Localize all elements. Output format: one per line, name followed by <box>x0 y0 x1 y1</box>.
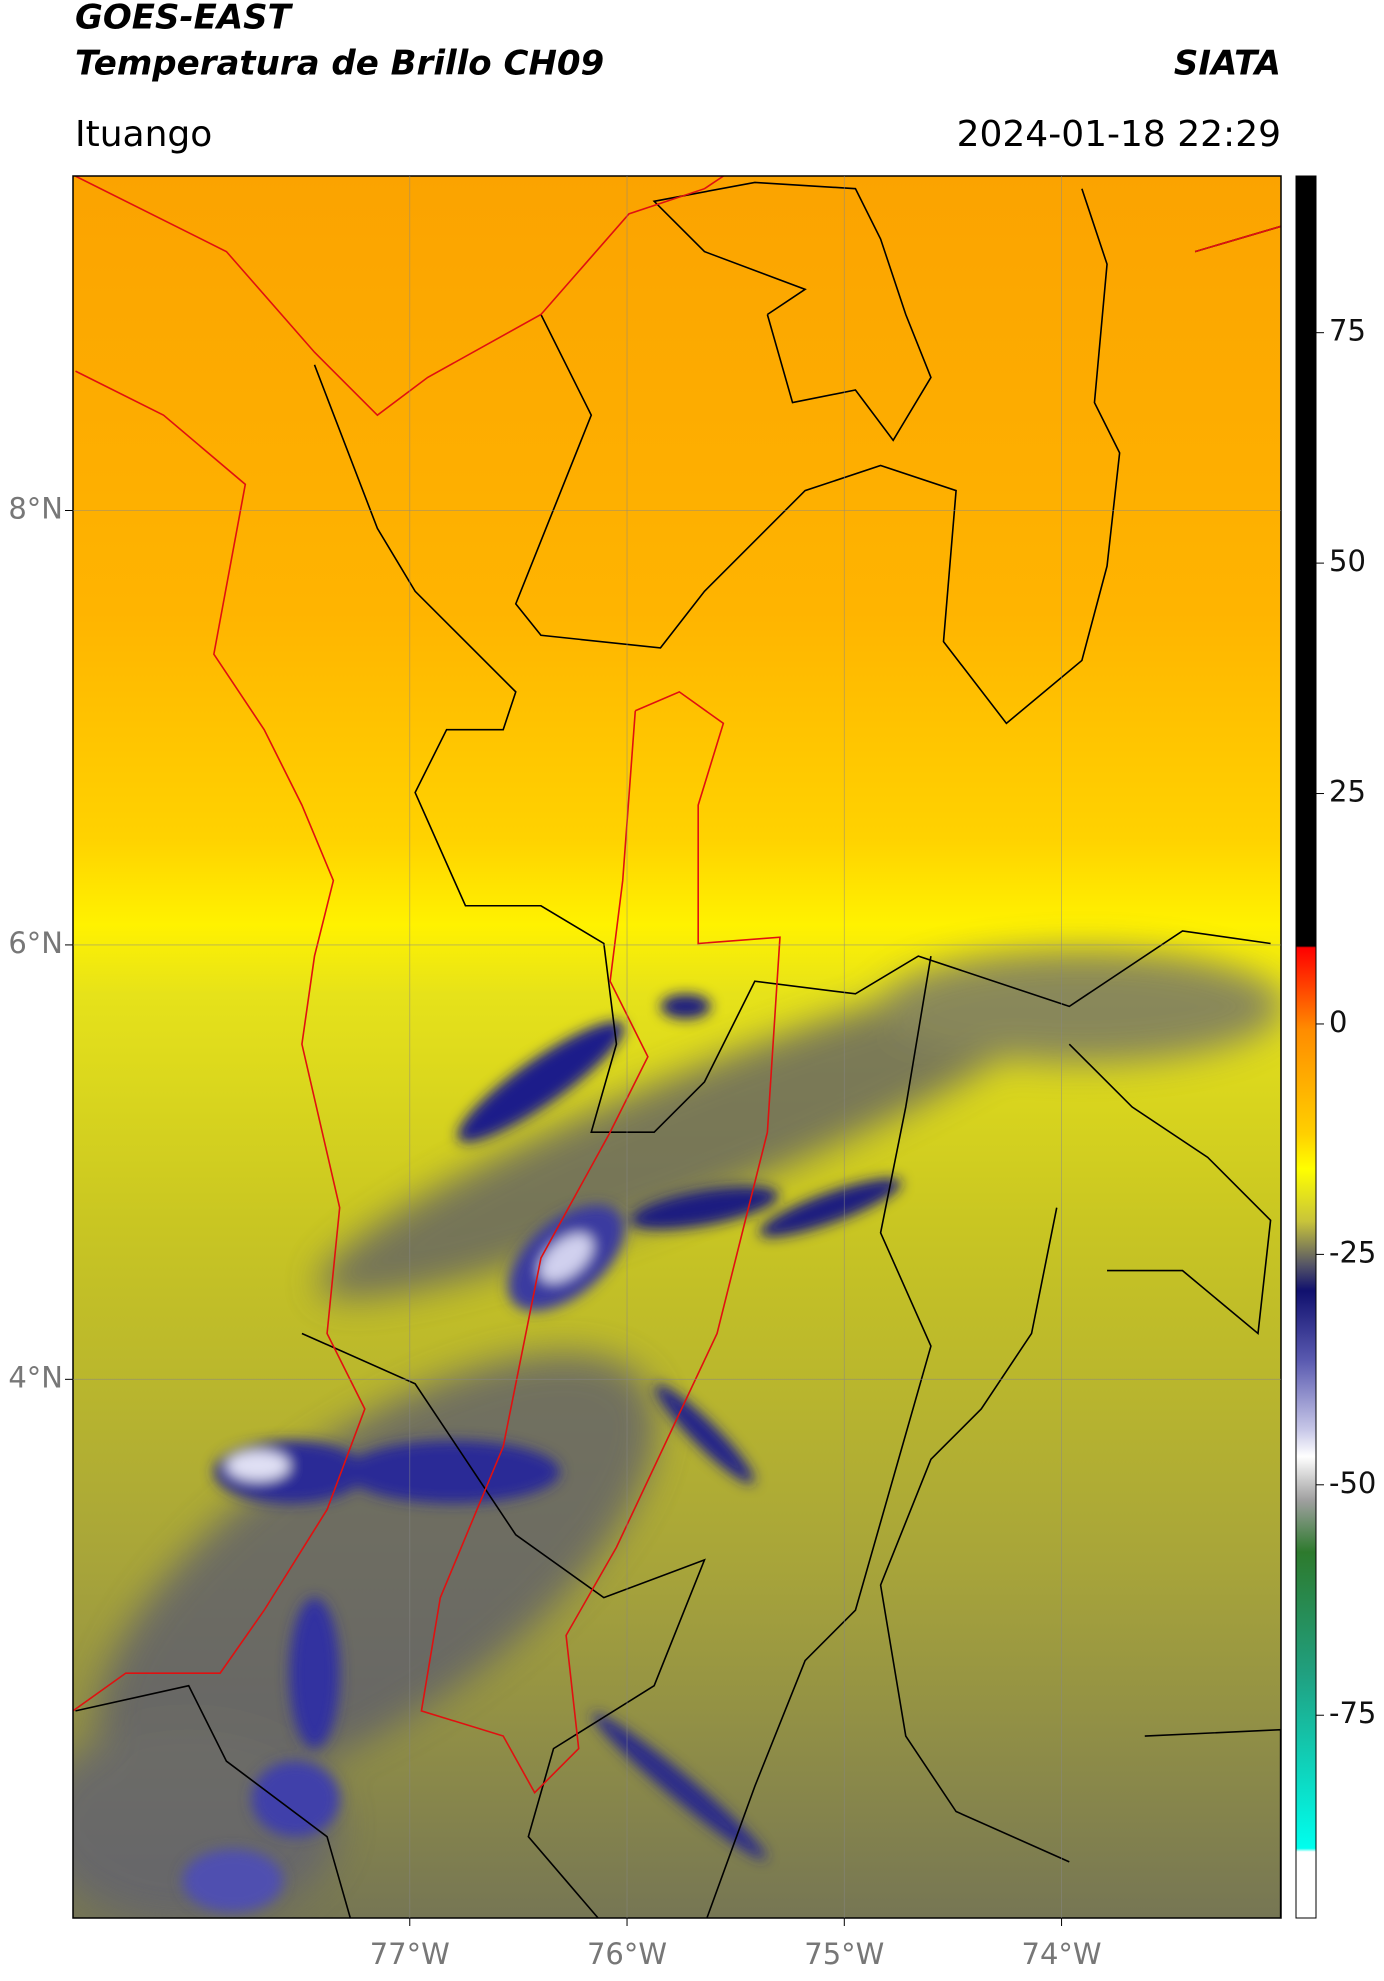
x-tick-label: 76°W <box>587 1937 667 1971</box>
map-frame <box>72 175 1282 1919</box>
y-tick-label: 4°N <box>8 1360 63 1394</box>
colorbar-label: 50 <box>1329 544 1366 578</box>
y-tick-label: 8°N <box>8 491 63 525</box>
colorbar <box>1295 175 1317 1919</box>
location: Ituango <box>75 114 212 155</box>
datetime: 2024-01-18 22:29 <box>957 114 1281 155</box>
colorbar-label: 0 <box>1329 1005 1347 1039</box>
subtitle: Temperatura de Brillo CH09 <box>75 44 604 84</box>
colorbar-label: -25 <box>1329 1235 1376 1269</box>
title: GOES-EAST <box>75 0 294 38</box>
x-tick-label: 74°W <box>1022 1937 1102 1971</box>
x-tick-label: 75°W <box>804 1937 884 1971</box>
colorbar-label: -50 <box>1329 1466 1376 1500</box>
satellite-image <box>73 176 1281 1918</box>
colorbar-label: 25 <box>1329 775 1366 809</box>
y-tick-label: 6°N <box>8 926 63 960</box>
brand: SIATA <box>1174 44 1281 84</box>
colorbar-label: -75 <box>1329 1696 1376 1730</box>
colorbar-label: 75 <box>1329 314 1366 348</box>
x-tick-label: 77°W <box>370 1937 450 1971</box>
